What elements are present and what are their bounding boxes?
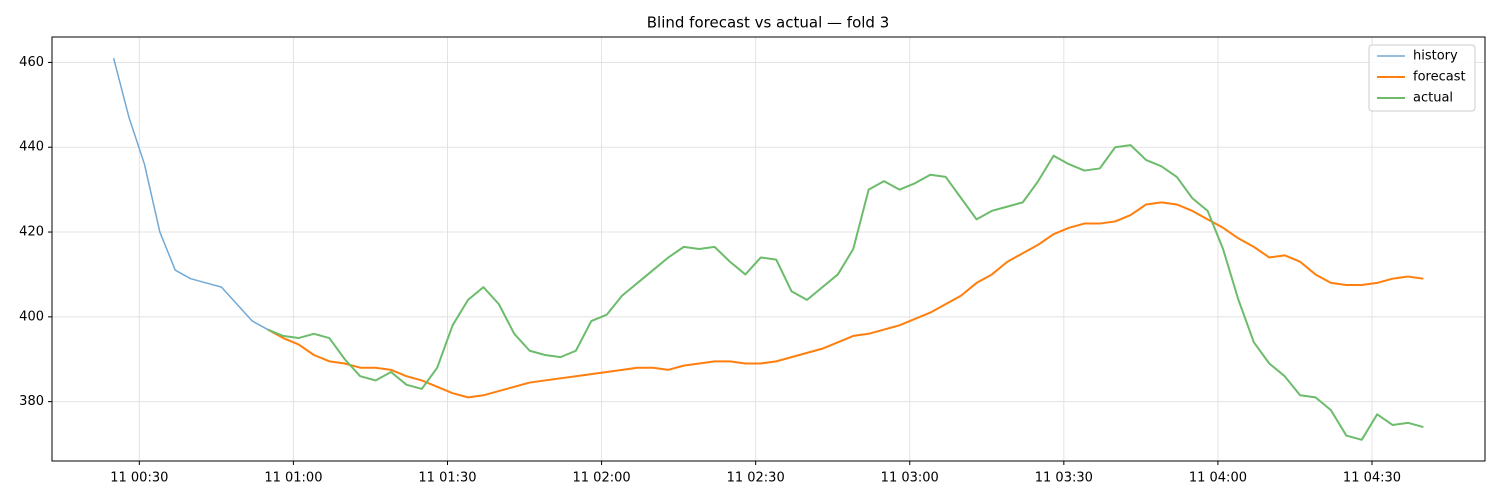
legend-label: actual xyxy=(1413,91,1453,106)
legend-label: history xyxy=(1413,49,1458,64)
y-tick-label: 400 xyxy=(19,309,44,324)
y-tick-label: 420 xyxy=(19,225,44,240)
x-tick-label: 11 00:30 xyxy=(110,471,168,486)
plot-frame xyxy=(51,36,1486,462)
x-tick-label: 11 01:00 xyxy=(264,471,322,486)
x-tick-label: 11 02:00 xyxy=(573,471,631,486)
x-tick-label: 11 03:30 xyxy=(1035,471,1093,486)
chart-title: Blind forecast vs actual — fold 3 xyxy=(647,14,890,32)
y-tick-label: 380 xyxy=(19,394,44,409)
y-tick-label: 440 xyxy=(19,140,44,155)
legend: history forecast actual xyxy=(1368,44,1476,112)
x-tick-label: 11 03:00 xyxy=(881,471,939,486)
legend-label: forecast xyxy=(1413,70,1466,85)
x-tick-label: 11 02:30 xyxy=(727,471,785,486)
series-line xyxy=(267,144,1424,441)
legend-box xyxy=(1368,44,1476,112)
y-tick-label: 460 xyxy=(19,55,44,70)
x-tick-label: 11 04:30 xyxy=(1343,471,1401,486)
series-line xyxy=(112,58,269,331)
x-tick-label: 11 04:00 xyxy=(1189,471,1247,486)
series-line xyxy=(267,201,1424,399)
x-tick-label: 11 01:30 xyxy=(418,471,476,486)
